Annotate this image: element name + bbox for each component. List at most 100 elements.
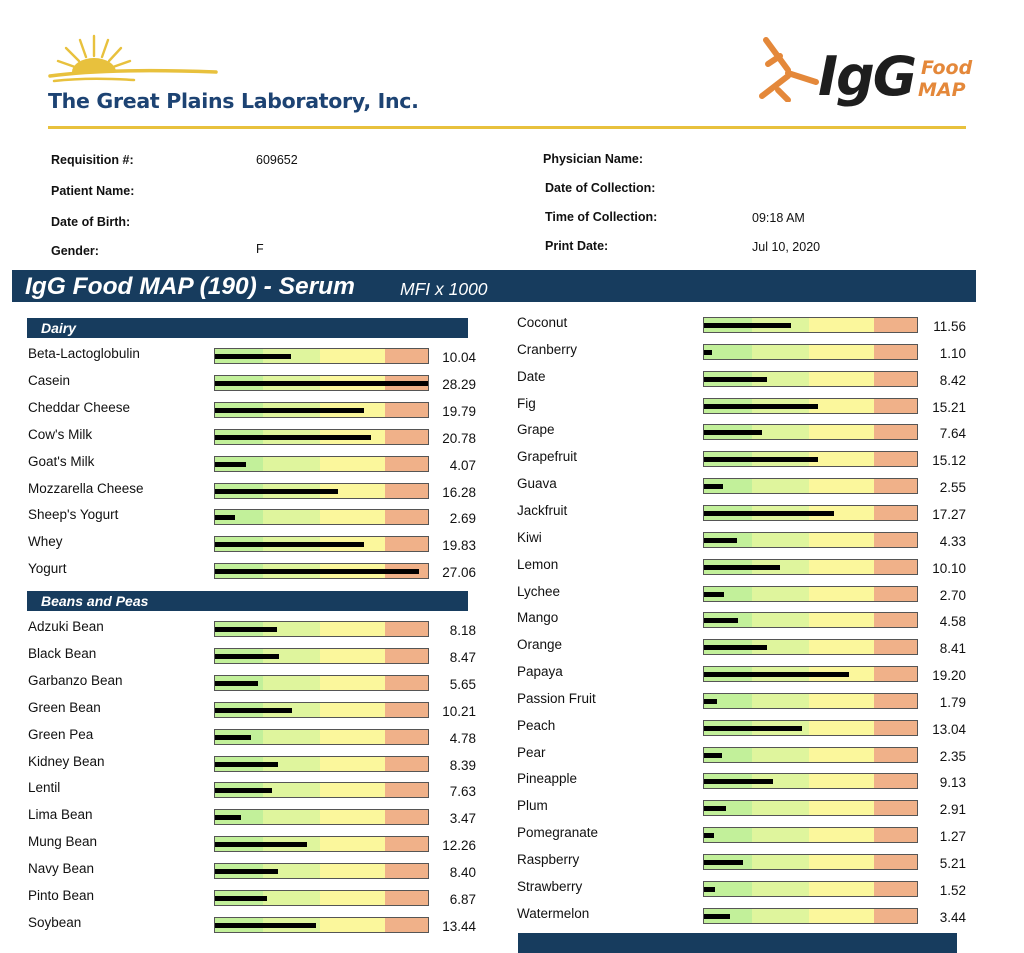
food-name: Sheep's Yogurt xyxy=(28,507,119,523)
result-bar-fill xyxy=(704,645,768,651)
bar-zone-4 xyxy=(385,917,428,932)
bar-zone-4 xyxy=(874,479,917,494)
bar-zone-2 xyxy=(751,801,811,816)
antibody-logo-icon xyxy=(759,37,819,102)
result-value: 7.63 xyxy=(449,784,476,800)
result-value: 8.42 xyxy=(939,372,966,388)
bar-zone-4 xyxy=(385,837,428,852)
food-name: Coconut xyxy=(517,315,568,330)
bar-zone-4 xyxy=(385,864,428,879)
food-name: Yogurt xyxy=(28,561,67,577)
food-name: Pineapple xyxy=(517,771,578,787)
patient-name-label: Patient Name: xyxy=(51,184,135,198)
result-value: 7.64 xyxy=(939,426,966,442)
bar-zone-3 xyxy=(809,720,876,735)
result-bar-fill xyxy=(215,488,338,494)
product-logo-igg: IgG xyxy=(818,45,917,108)
result-bar-fill xyxy=(704,806,726,812)
result-bar xyxy=(703,531,918,548)
result-bar-fill xyxy=(704,672,849,678)
bar-zone-4 xyxy=(874,532,917,547)
category-header: Beans and Peas xyxy=(27,591,468,611)
result-value: 4.58 xyxy=(939,614,966,630)
gender-label: Gender: xyxy=(51,244,99,258)
food-name: Adzuki Bean xyxy=(28,619,104,634)
result-bar xyxy=(214,728,429,745)
result-bar-fill xyxy=(215,380,428,386)
food-name: Raspberry xyxy=(517,852,580,867)
result-value: 1.52 xyxy=(939,882,966,898)
food-name: Grapefruit xyxy=(517,449,578,465)
result-bar xyxy=(703,854,918,870)
bar-zone-4 xyxy=(385,622,428,636)
food-name: Whey xyxy=(28,534,63,550)
dob-label: Date of Birth: xyxy=(51,215,131,229)
collection-time-label: Time of Collection: xyxy=(545,210,658,224)
result-bar xyxy=(703,504,918,521)
result-bar xyxy=(703,800,918,817)
food-name: Lentil xyxy=(28,780,61,796)
result-bar-fill xyxy=(215,896,267,901)
result-bar xyxy=(214,809,429,826)
bar-zone-4 xyxy=(874,452,917,467)
result-bar xyxy=(703,666,918,683)
requisition-label: Requisition #: xyxy=(51,153,134,167)
result-value: 4.07 xyxy=(449,457,476,473)
result-bar-fill xyxy=(215,354,291,359)
result-bar-fill xyxy=(704,618,739,624)
result-bar-fill xyxy=(215,680,258,686)
result-bar-fill xyxy=(215,627,277,632)
result-bar xyxy=(703,907,918,924)
result-value: 8.40 xyxy=(449,865,476,881)
bar-zone-3 xyxy=(809,881,876,896)
food-name: Strawberry xyxy=(517,878,583,894)
bar-zone-2 xyxy=(751,344,811,359)
result-bar xyxy=(214,536,429,553)
food-name: Pear xyxy=(517,744,546,760)
result-bar xyxy=(214,836,429,853)
result-value: 19.83 xyxy=(442,538,476,554)
bar-zone-4 xyxy=(874,908,917,923)
food-name: Mung Bean xyxy=(28,834,98,850)
bar-zone-4 xyxy=(874,425,917,440)
result-bar-fill xyxy=(215,842,308,848)
product-logo-map: MAP xyxy=(918,79,966,101)
requisition-value: 609652 xyxy=(256,153,298,167)
result-bar-fill xyxy=(215,815,242,821)
food-name: Beta-Lactoglobulin xyxy=(28,346,140,361)
food-name: Soybean xyxy=(28,914,82,930)
result-bar xyxy=(214,509,429,526)
result-bar xyxy=(703,558,918,575)
result-bar-fill xyxy=(704,591,725,597)
food-name: Peach xyxy=(517,717,556,733)
bar-zone-4 xyxy=(385,648,428,663)
header-divider xyxy=(48,126,966,129)
bar-zone-2 xyxy=(751,613,811,628)
result-bar-fill xyxy=(215,922,317,928)
result-bar xyxy=(214,563,429,580)
bar-zone-3 xyxy=(809,613,876,628)
bar-zone-4 xyxy=(874,371,917,386)
bar-zone-4 xyxy=(874,828,917,843)
result-value: 8.41 xyxy=(939,641,966,657)
bar-zone-4 xyxy=(385,349,428,363)
bar-zone-2 xyxy=(751,479,811,494)
result-value: 27.06 xyxy=(442,565,476,581)
result-bar-fill xyxy=(704,698,718,704)
result-value: 10.04 xyxy=(442,350,476,365)
result-bar-fill xyxy=(704,323,791,328)
food-name: Mango xyxy=(517,610,559,626)
result-bar-fill xyxy=(704,457,818,463)
result-value: 1.27 xyxy=(939,829,966,845)
result-value: 3.44 xyxy=(939,909,966,925)
result-bar xyxy=(214,482,429,499)
bar-zone-3 xyxy=(809,774,876,789)
result-value: 9.13 xyxy=(939,775,966,791)
bar-zone-4 xyxy=(874,640,917,655)
report-title: IgG Food MAP (190) - Serum xyxy=(25,273,355,300)
collection-date-label: Date of Collection: xyxy=(545,181,656,195)
food-name: Pomegranate xyxy=(517,825,599,841)
bar-zone-4 xyxy=(385,537,428,552)
food-name: Navy Bean xyxy=(28,861,95,877)
result-value: 1.79 xyxy=(939,694,966,710)
